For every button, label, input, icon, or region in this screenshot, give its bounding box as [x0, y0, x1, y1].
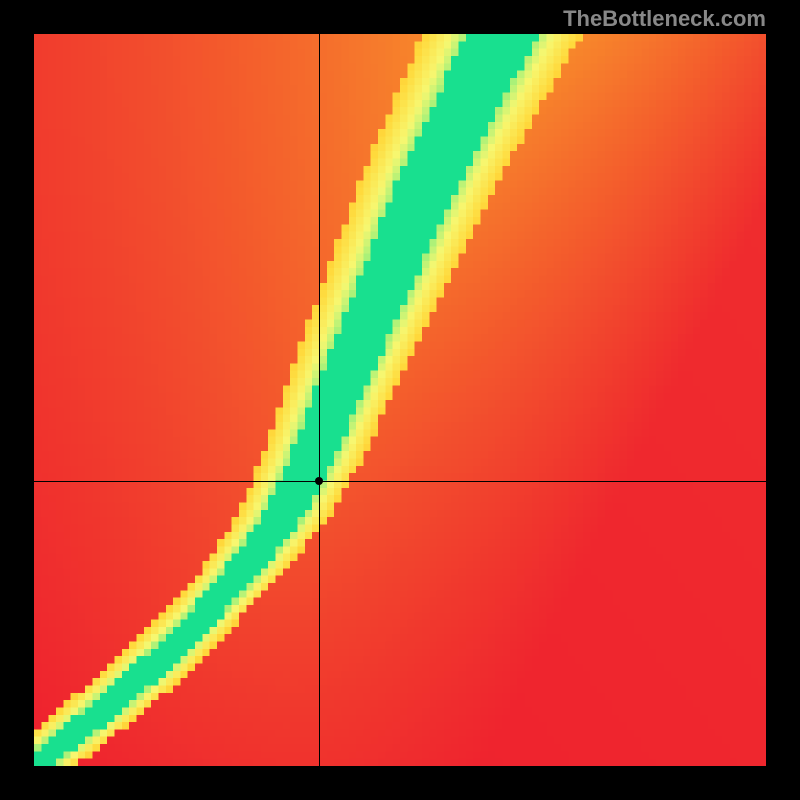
crosshair-horizontal: [34, 481, 766, 482]
heatmap-plot: [34, 34, 766, 766]
watermark-text: TheBottleneck.com: [563, 6, 766, 32]
heatmap-canvas: [34, 34, 766, 766]
crosshair-vertical: [319, 34, 320, 766]
data-marker: [315, 477, 323, 485]
chart-container: TheBottleneck.com: [0, 0, 800, 800]
